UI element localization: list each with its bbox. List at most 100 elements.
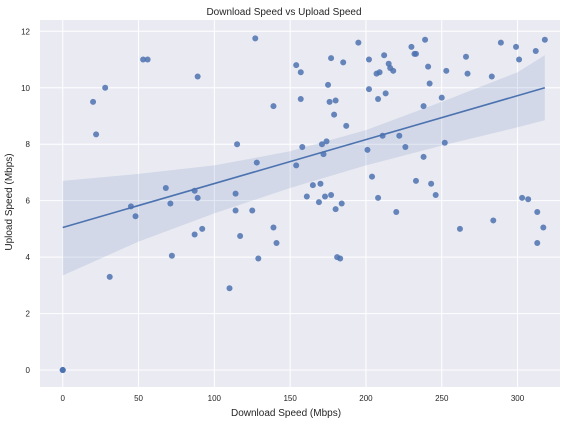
data-point	[396, 132, 403, 139]
data-point	[364, 146, 371, 153]
y-tick-labels: 0 2 4 6 8 10 12	[21, 27, 30, 375]
x-tick-label: 300	[511, 394, 525, 403]
data-point	[332, 206, 339, 213]
confidence-band-layer	[62, 55, 545, 276]
data-point	[516, 56, 523, 63]
x-tick-label: 100	[208, 394, 222, 403]
regression-line	[62, 86, 546, 229]
data-point	[106, 273, 113, 280]
data-point	[379, 132, 386, 139]
x-tick-label: 0	[61, 394, 66, 403]
data-point	[293, 62, 300, 69]
data-point	[534, 208, 541, 215]
data-point	[525, 196, 532, 203]
data-point	[270, 103, 277, 110]
data-point	[490, 217, 497, 224]
data-point	[234, 141, 241, 148]
data-point	[293, 162, 300, 169]
data-point	[541, 36, 548, 43]
x-tick-label: 200	[359, 394, 373, 403]
data-point	[332, 97, 339, 104]
data-point	[331, 111, 338, 118]
data-point	[255, 255, 262, 262]
gridlines	[40, 20, 560, 387]
data-point	[194, 194, 201, 201]
data-point	[132, 213, 139, 220]
data-point	[369, 173, 376, 180]
data-point	[376, 69, 383, 76]
y-axis-label: Upload Speed (Mbps)	[4, 153, 15, 250]
data-point	[497, 39, 504, 46]
data-point	[252, 35, 259, 42]
data-point	[317, 180, 324, 187]
data-point	[270, 224, 277, 231]
data-point	[534, 240, 541, 247]
data-point	[355, 39, 362, 46]
data-point	[303, 193, 310, 200]
data-point	[540, 224, 547, 231]
data-point	[438, 94, 445, 101]
data-point	[320, 151, 327, 158]
data-point	[422, 36, 429, 43]
data-point	[326, 98, 333, 105]
data-point	[318, 141, 325, 148]
data-point	[273, 240, 280, 247]
data-point	[338, 200, 345, 207]
y-tick-label: 4	[26, 253, 31, 262]
x-tick-labels: 0 50 100 150 200 250 300	[61, 394, 525, 403]
data-point	[144, 56, 151, 63]
data-point	[127, 203, 134, 210]
data-point	[441, 139, 448, 146]
x-tick-label: 50	[134, 394, 143, 403]
regression-layer	[62, 86, 546, 229]
data-point	[232, 190, 239, 197]
x-axis-label: Download Speed (Mbps)	[231, 408, 341, 419]
data-point	[382, 90, 389, 97]
data-point	[343, 122, 350, 129]
data-point	[199, 225, 206, 232]
data-point	[375, 96, 382, 103]
data-point	[232, 207, 239, 214]
data-point	[253, 159, 260, 166]
data-point	[249, 207, 256, 214]
data-point	[168, 252, 175, 259]
data-point	[297, 96, 304, 103]
data-point	[315, 199, 322, 206]
data-point	[93, 131, 100, 138]
data-point	[432, 192, 439, 199]
data-point	[365, 56, 372, 63]
data-points	[59, 35, 548, 374]
data-point	[420, 153, 427, 160]
data-point	[323, 138, 330, 145]
y-tick-label: 12	[21, 27, 30, 36]
x-tick-label: 250	[435, 394, 449, 403]
data-point	[328, 55, 335, 62]
y-tick-label: 0	[26, 366, 31, 375]
data-point	[309, 182, 316, 189]
data-point	[340, 59, 347, 66]
data-point	[464, 70, 471, 77]
data-point	[337, 255, 344, 262]
plot-background	[40, 20, 560, 387]
data-point	[456, 225, 463, 232]
data-point	[365, 86, 372, 93]
y-tick-label: 6	[26, 197, 31, 206]
y-tick-label: 2	[26, 310, 31, 319]
data-point	[322, 193, 329, 200]
data-point	[402, 144, 409, 151]
data-point	[102, 84, 109, 91]
data-point	[408, 43, 415, 50]
data-point	[191, 231, 198, 238]
data-point	[428, 180, 435, 187]
data-point	[381, 52, 388, 59]
data-point	[420, 103, 427, 110]
data-point	[237, 232, 244, 239]
data-point	[412, 177, 419, 184]
data-point	[390, 67, 397, 74]
data-point	[412, 50, 419, 57]
data-point	[162, 184, 169, 191]
confidence-band	[62, 55, 545, 276]
data-point	[426, 80, 433, 87]
